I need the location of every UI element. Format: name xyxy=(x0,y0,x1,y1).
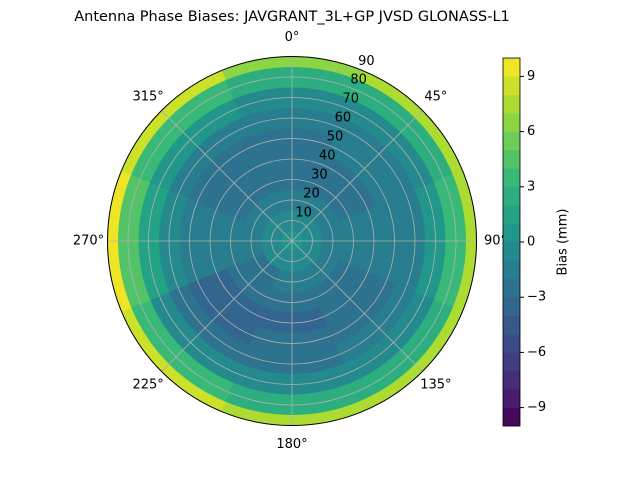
colorbar-tick-label: −3 xyxy=(527,290,546,305)
polar-frame xyxy=(107,56,477,426)
colorbar-band xyxy=(503,352,520,372)
grid-spoke xyxy=(291,240,423,372)
colorbar-band xyxy=(503,131,520,151)
colorbar-tick-label: 9 xyxy=(527,69,535,84)
theta-tick-label: 90° xyxy=(484,234,507,249)
colorbar-band xyxy=(503,370,520,390)
theta-tick-label: 0° xyxy=(285,30,300,45)
theta-tick-label: 315° xyxy=(132,90,163,105)
colorbar-band xyxy=(503,389,520,408)
colorbar-tick-label: −6 xyxy=(527,345,546,360)
theta-tick-label: 180° xyxy=(276,437,307,452)
r-tick-label: 70 xyxy=(342,92,359,107)
colorbar-band xyxy=(503,76,520,96)
colorbar-band xyxy=(503,205,520,224)
r-tick-label: 30 xyxy=(311,167,328,182)
theta-tick-label: 225° xyxy=(132,377,163,392)
colorbar-band xyxy=(503,297,520,316)
colorbar-band xyxy=(503,260,520,280)
grid-spoke xyxy=(161,240,293,372)
colorbar-tick-label: 0 xyxy=(527,235,535,250)
r-tick-label: 50 xyxy=(327,130,344,145)
r-tick-label: 80 xyxy=(350,73,367,88)
colorbar-tick-label: −9 xyxy=(527,400,546,415)
colorbar-band xyxy=(503,58,520,77)
r-tick-label: 40 xyxy=(319,149,336,164)
theta-tick-label: 45° xyxy=(424,90,447,105)
grid-spoke xyxy=(161,110,293,242)
colorbar-band xyxy=(503,407,520,427)
colorbar-band xyxy=(503,150,520,169)
colorbar-band xyxy=(503,223,520,243)
chart-title: Antenna Phase Biases: JAVGRANT_3L+GP JVS… xyxy=(74,9,510,25)
r-tick-label: 10 xyxy=(295,205,312,220)
grid-spoke xyxy=(291,110,423,242)
colorbar-band xyxy=(503,186,520,206)
colorbar-tick-label: 6 xyxy=(527,124,535,139)
colorbar-band xyxy=(503,315,520,335)
theta-tick-label: 135° xyxy=(420,377,451,392)
theta-tick-label: 270° xyxy=(73,234,104,249)
colorbar-tick-label: 3 xyxy=(527,179,535,194)
colorbar-label: Bias (mm) xyxy=(556,209,571,276)
colorbar-band xyxy=(503,113,520,132)
r-tick-label: 20 xyxy=(303,186,320,201)
r-tick-label: 90 xyxy=(358,54,375,69)
colorbar-band xyxy=(503,242,520,261)
colorbar-band xyxy=(503,168,520,188)
colorbar-band xyxy=(503,334,520,353)
r-tick-label: 60 xyxy=(335,111,352,126)
colorbar-band xyxy=(503,94,520,114)
colorbar-band xyxy=(503,278,520,298)
